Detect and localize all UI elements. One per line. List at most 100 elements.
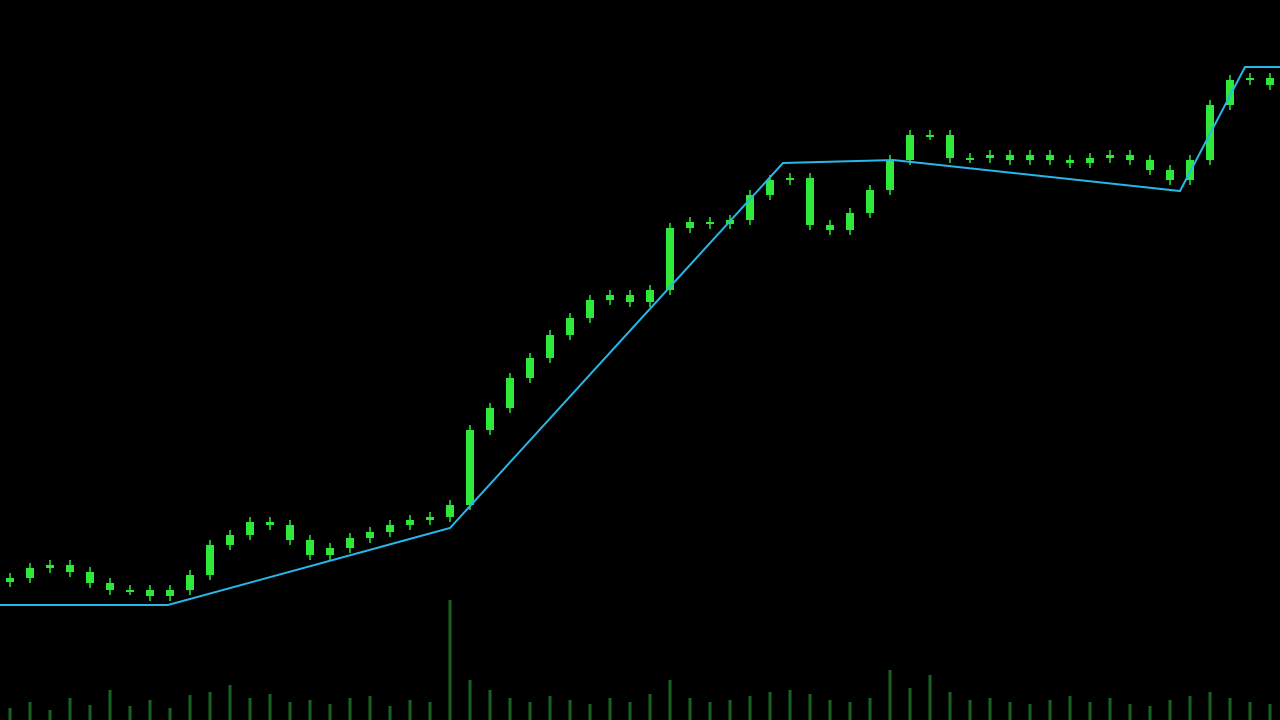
volume-bar <box>108 690 112 720</box>
volume-bar <box>868 698 872 720</box>
candle-body <box>626 295 634 302</box>
candle-body <box>386 525 394 532</box>
candle-body <box>586 300 594 318</box>
candle-body <box>6 578 14 582</box>
volume-bar <box>1148 706 1152 720</box>
candle-body <box>826 225 834 230</box>
volume-bar <box>28 702 32 720</box>
candle-body <box>326 548 334 555</box>
candle-body <box>346 538 354 548</box>
volume-bar <box>188 695 192 720</box>
candle-body <box>746 195 754 220</box>
candle-body <box>1046 155 1054 160</box>
volume-bar <box>8 708 12 720</box>
candle-body <box>1126 155 1134 160</box>
candle-body <box>286 525 294 540</box>
volume-bar <box>208 692 212 720</box>
volume-bar <box>668 680 672 720</box>
volume-bar <box>88 705 92 720</box>
volume-bar <box>1068 696 1072 720</box>
volume-bar <box>1188 696 1192 720</box>
candle-body <box>106 583 114 590</box>
candle-body <box>986 155 994 158</box>
volume-bar <box>548 696 552 720</box>
candle-body <box>486 408 494 430</box>
volume-bar <box>628 702 632 720</box>
volume-bar <box>648 694 652 720</box>
volume-bar <box>1168 700 1172 720</box>
volume-bar <box>1268 704 1272 720</box>
volume-bar <box>448 600 452 720</box>
candle-body <box>66 565 74 572</box>
candle-body <box>466 430 474 505</box>
volume-bar <box>588 704 592 720</box>
trend-line <box>0 66 1280 606</box>
candle-body <box>426 517 434 520</box>
volume-bar <box>1088 702 1092 720</box>
volume-bar <box>688 698 692 720</box>
candle-body <box>1226 80 1234 105</box>
volume-bar <box>848 702 852 720</box>
candle-body <box>266 522 274 525</box>
candle-body <box>966 158 974 160</box>
volume-bar <box>988 698 992 720</box>
volume-bar <box>888 670 892 720</box>
candle-body <box>606 295 614 300</box>
volume-bar <box>828 700 832 720</box>
candle-body <box>1106 155 1114 158</box>
candle-body <box>906 135 914 160</box>
volume-bar <box>288 702 292 720</box>
candle-body <box>1086 158 1094 163</box>
volume-bar <box>48 710 52 720</box>
candle-body <box>866 190 874 213</box>
candle-body <box>646 290 654 302</box>
candle-body <box>566 318 574 335</box>
volume-bar <box>228 685 232 720</box>
volume-bar <box>348 698 352 720</box>
candle-body <box>1266 78 1274 85</box>
volume-bar <box>168 708 172 720</box>
volume-bar <box>568 700 572 720</box>
candle-body <box>846 213 854 230</box>
candle-body <box>506 378 514 408</box>
candle-body <box>246 522 254 535</box>
volume-bar <box>1048 700 1052 720</box>
candle-body <box>786 178 794 180</box>
volume-bar <box>728 700 732 720</box>
volume-bar <box>748 696 752 720</box>
candle-body <box>1166 170 1174 180</box>
candle-body <box>1066 160 1074 163</box>
volume-bar <box>608 698 612 720</box>
volume-bar <box>408 700 412 720</box>
volume-bar <box>488 690 492 720</box>
candle-body <box>166 590 174 596</box>
candle-body <box>86 572 94 583</box>
candle-body <box>406 520 414 525</box>
candle-body <box>886 160 894 190</box>
volume-bar <box>468 680 472 720</box>
candle-body <box>186 575 194 590</box>
candle-body <box>1006 155 1014 160</box>
volume-bar <box>928 675 932 720</box>
candle-body <box>366 532 374 538</box>
volume-bar <box>248 698 252 720</box>
volume-bar <box>948 692 952 720</box>
candle-body <box>706 222 714 224</box>
volume-bar <box>368 696 372 720</box>
volume-bar <box>1108 698 1112 720</box>
volume-bar <box>388 706 392 720</box>
candle-body <box>226 535 234 545</box>
volume-bar <box>1008 702 1012 720</box>
candle-body <box>926 135 934 137</box>
candle-body <box>1146 160 1154 170</box>
volume-bar <box>908 688 912 720</box>
candle-body <box>766 180 774 195</box>
candle-body <box>666 228 674 290</box>
volume-bar <box>148 700 152 720</box>
volume-bar <box>968 700 972 720</box>
candle-body <box>1246 78 1254 80</box>
volume-bar <box>1248 702 1252 720</box>
candle-body <box>546 335 554 358</box>
volume-bar <box>1128 704 1132 720</box>
